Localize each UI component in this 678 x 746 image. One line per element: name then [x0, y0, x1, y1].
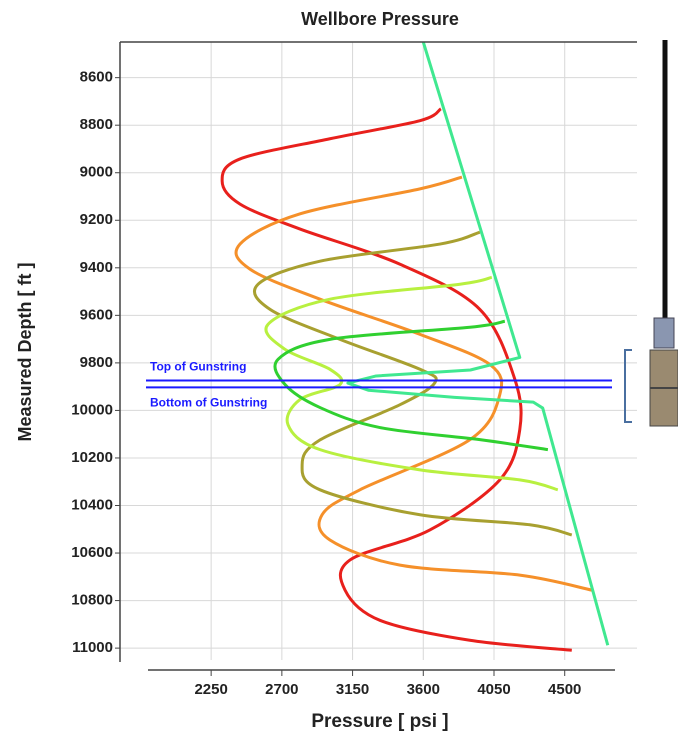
y-tick-label: 10400 — [71, 496, 113, 513]
gunstring-bracket — [624, 349, 632, 423]
chart-title: Wellbore Pressure — [301, 9, 459, 29]
series-line — [273, 319, 549, 452]
plot-area — [120, 42, 637, 660]
y-tick-label: 10200 — [71, 449, 113, 466]
packer — [653, 317, 675, 349]
y-tick-label: 9600 — [80, 306, 113, 323]
annotations: Top of Gunstring Bottom of Gunstring — [146, 360, 612, 410]
series-line — [253, 230, 573, 537]
x-tick-label: 2250 — [194, 681, 227, 698]
y-tick-label: 10800 — [71, 592, 113, 609]
series-line — [234, 175, 593, 592]
y-tick-label: 9400 — [80, 259, 113, 276]
x-axis-title: Pressure [ psi ] — [311, 711, 448, 732]
y-tick-label: 9800 — [80, 354, 113, 371]
y-tick-label: 8800 — [80, 116, 113, 133]
y-tick-label: 9000 — [80, 164, 113, 181]
y-tick-label: 10000 — [71, 401, 113, 418]
x-tick-label: 3600 — [407, 681, 440, 698]
y-tick-label: 11000 — [72, 639, 113, 656]
x-tick-label: 4500 — [548, 681, 581, 698]
y-tick-label: 8600 — [80, 69, 113, 86]
series-line — [220, 107, 572, 652]
y-tick-label: 10600 — [71, 544, 113, 561]
y-tick-label: 9200 — [80, 211, 113, 228]
x-tick-label: 3150 — [336, 681, 369, 698]
x-tick-label: 2700 — [265, 681, 298, 698]
x-tick-label: 4050 — [477, 681, 510, 698]
annotation-label: Bottom of Gunstring — [150, 396, 267, 410]
y-axis-title: Measured Depth [ ft ] — [15, 262, 35, 441]
wellbore-graphic — [624, 40, 678, 427]
annotation-label: Top of Gunstring — [150, 360, 246, 374]
series-line — [264, 275, 559, 492]
